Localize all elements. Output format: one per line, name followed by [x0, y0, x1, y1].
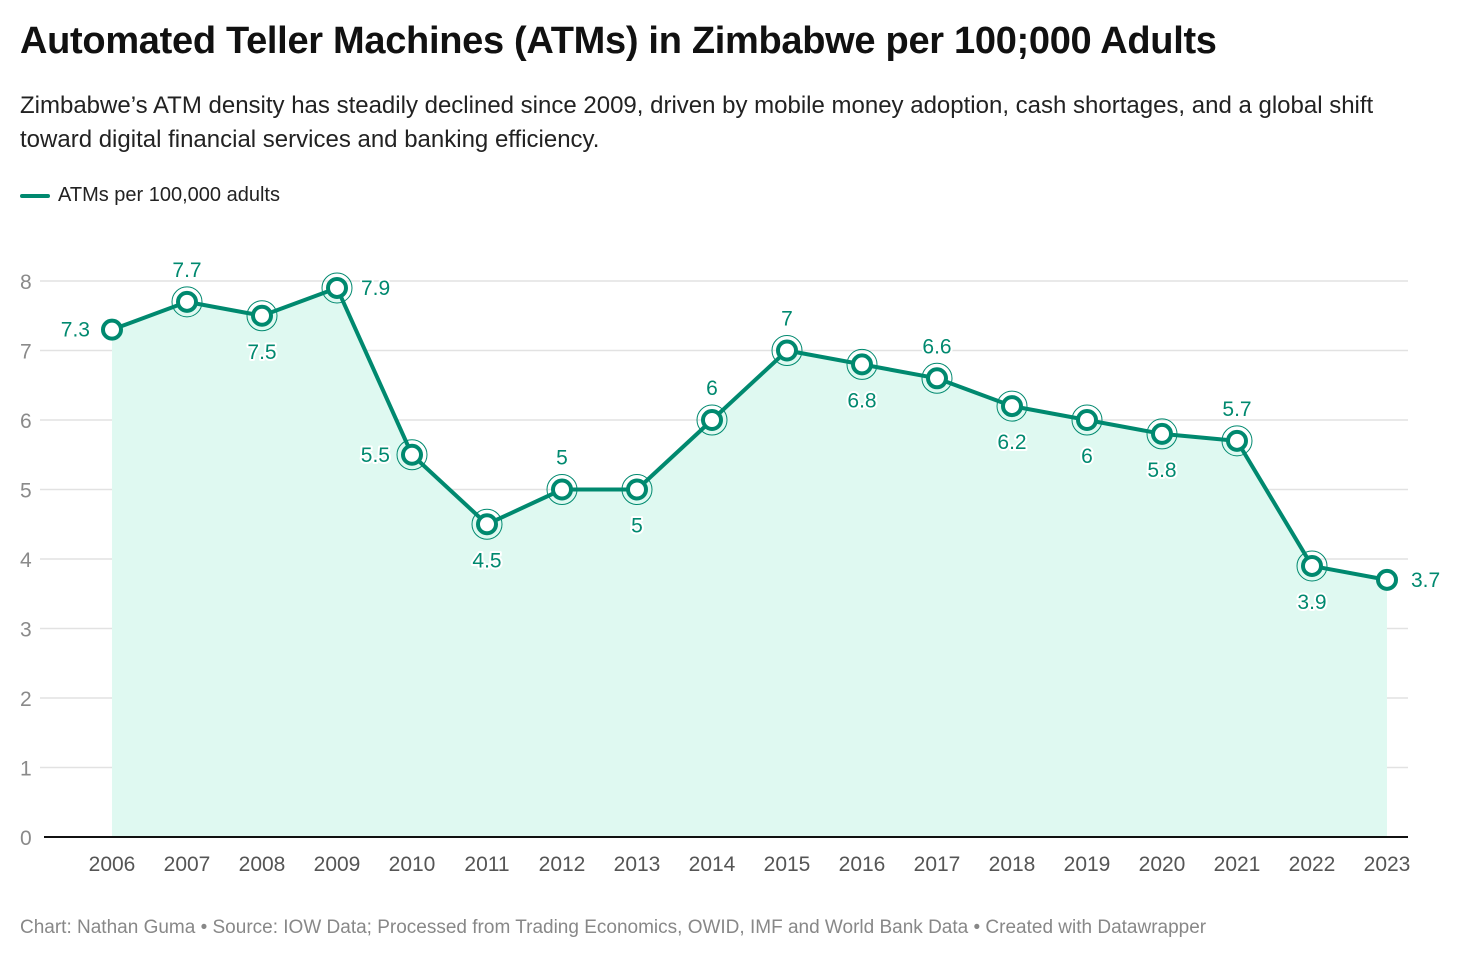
y-tick-label: 5: [20, 480, 32, 503]
data-label: 5.7: [1222, 398, 1251, 421]
chart-subtitle: Zimbabwe’s ATM density has steadily decl…: [20, 92, 1374, 153]
data-point-halo: [1146, 418, 1178, 450]
x-tick-label: 2021: [1214, 853, 1261, 876]
data-label: 6: [1081, 445, 1093, 468]
data-point: [1301, 554, 1323, 577]
data-point-halo: [321, 272, 353, 304]
x-tick-label: 2006: [89, 853, 136, 876]
y-tick-label: 2: [20, 688, 32, 711]
data-label: 7.5: [247, 341, 276, 364]
data-point-halo: [396, 439, 428, 471]
data-point-halo: [771, 335, 803, 366]
data-labels: 7.3 7.7 7.5 7.9 5.5 4.5 5 5 6 7 6.8 6.6 6.2 6 5.8 5.7 3.…: [59, 257, 1442, 616]
data-point: [626, 478, 648, 501]
x-tick-label: 2013: [614, 853, 661, 876]
line-layer: [111, 285, 1388, 582]
data-point: [926, 367, 948, 390]
data-point: [476, 513, 498, 536]
data-label: 5: [556, 447, 568, 470]
x-tick-label: 2016: [839, 853, 886, 876]
chart-title: Automated Teller Machines (ATMs) in Zimb…: [20, 20, 1217, 62]
data-label: 6.2: [997, 431, 1026, 454]
y-tick-label: 6: [20, 410, 32, 433]
data-label: 4.5: [472, 549, 501, 572]
data-label: 3.9: [1297, 591, 1326, 614]
data-point-halo: [1221, 425, 1253, 457]
data-point-halo: [996, 390, 1028, 422]
points-layer: [101, 272, 1398, 591]
chart-footer: Chart: Nathan Guma • Source: IOW Data; P…: [20, 917, 1207, 938]
y-tick-label: 8: [20, 271, 32, 294]
data-point-halo: [471, 508, 503, 540]
y-tick-label: 0: [20, 827, 32, 850]
data-point: [1076, 409, 1098, 431]
data-point: [101, 318, 123, 341]
data-label: 5.5: [361, 444, 390, 467]
data-label: 3.7: [1411, 569, 1440, 592]
x-tick-label: 2014: [689, 853, 736, 876]
x-tick-label: 2010: [389, 853, 436, 876]
data-point-halo: [921, 362, 953, 394]
x-tick-label: 2018: [989, 853, 1036, 876]
x-tick-label: 2023: [1364, 853, 1411, 876]
series-line: [111, 285, 1388, 582]
x-tick-label: 2020: [1139, 853, 1186, 876]
data-label: 5: [631, 515, 643, 538]
area-fill: [112, 287, 1387, 837]
data-label: 6.8: [847, 389, 876, 412]
data-label: 7: [781, 308, 793, 331]
x-tick-label: 2017: [914, 853, 961, 876]
data-point: [176, 290, 198, 313]
y-tick-label: 7: [20, 341, 32, 364]
data-label: 5.8: [1147, 459, 1176, 482]
data-point-halo: [1296, 550, 1328, 582]
data-point: [251, 304, 273, 327]
data-point: [776, 339, 798, 362]
data-point: [551, 478, 573, 501]
data-label: 7.7: [172, 259, 201, 282]
data-point: [326, 276, 348, 299]
data-label: 6.6: [922, 335, 951, 358]
x-tick-label: 2011: [464, 853, 509, 876]
data-point: [1001, 395, 1023, 418]
data-point: [401, 443, 423, 466]
x-tick-label: 2009: [314, 853, 361, 876]
x-tick-label: 2022: [1289, 853, 1336, 876]
x-tick-label: 2019: [1064, 853, 1111, 876]
x-tick-label: 2008: [239, 853, 286, 876]
data-point-halo: [546, 474, 578, 505]
legend: ATMs per 100,000 adults: [20, 184, 280, 207]
data-label: 7.9: [361, 277, 390, 300]
legend-swatch: [20, 193, 50, 198]
data-point: [851, 353, 873, 376]
data-point-halo: [171, 286, 203, 318]
area-layer: [112, 287, 1387, 837]
x-tick-label: 2007: [164, 853, 211, 876]
data-point: [701, 409, 723, 431]
data-point: [1151, 422, 1173, 445]
data-label: 6: [706, 377, 718, 400]
legend-label: ATMs per 100,000 adults: [58, 184, 280, 206]
data-point: [1226, 429, 1248, 452]
data-point-halo: [621, 474, 653, 505]
y-tick-label: 4: [20, 549, 32, 572]
data-point-halo: [1071, 404, 1103, 436]
data-point-halo: [696, 404, 728, 436]
y-tick-label: 1: [20, 758, 32, 781]
x-tick-label: 2012: [539, 853, 586, 876]
x-tick-label: 2015: [764, 853, 811, 876]
data-point: [1376, 568, 1398, 591]
x-axis: 2006 2007 2008 2009 2010 2011 2012 2013 2014 2015…: [44, 836, 1411, 876]
data-point-halo: [246, 300, 278, 332]
y-tick-label: 3: [20, 619, 32, 642]
data-point-halo: [846, 348, 878, 380]
data-label: 7.3: [61, 319, 90, 342]
